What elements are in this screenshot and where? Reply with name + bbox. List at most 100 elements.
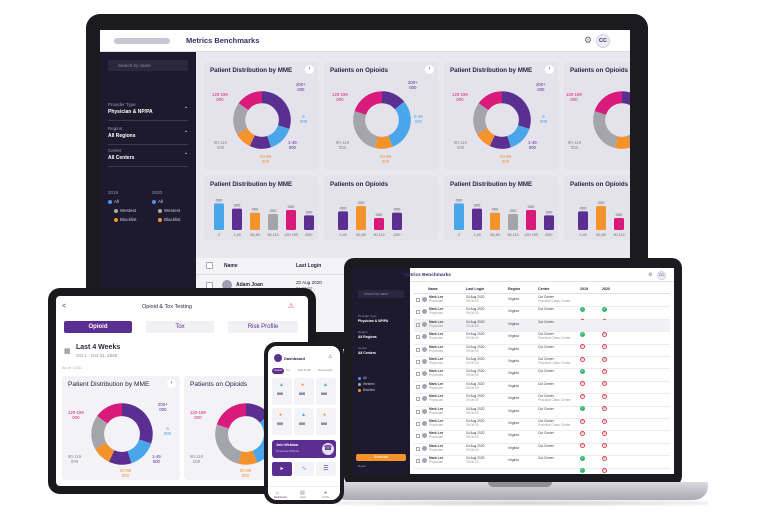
legend-item-all-2020[interactable]: All [152,199,163,204]
row-checkbox[interactable] [416,298,420,302]
alert-icon[interactable]: ⚠ [328,354,333,360]
stat-tile[interactable]: ● 000 [316,408,336,435]
stat-tile[interactable]: ▲ 000 [316,378,336,405]
search-input[interactable]: Search by name [358,290,404,298]
chevron-down-icon[interactable]: ⌄ [184,104,189,110]
alert-icon[interactable]: ⚠ [288,303,295,310]
chevron-right-icon[interactable]: › [167,379,176,388]
filter-provider-select[interactable]: Physician & NP/PA [358,319,389,323]
row-checkbox[interactable] [416,335,420,340]
column-header-name[interactable]: Name [224,263,238,269]
filter-region-select[interactable]: All Regions [358,335,377,339]
stat-tile[interactable]: ▲ 000 [294,408,314,435]
table-row[interactable]: Mark Lee Physician 04 Aug 2020 09:00:00 Virg… [414,456,670,474]
home-icon[interactable]: ⌂ [276,490,280,496]
row-checkbox[interactable] [416,459,420,464]
column-header-2020[interactable]: 2020 [602,287,610,291]
chevron-right-icon[interactable]: › [305,65,314,74]
search-input[interactable]: Search by name [108,60,188,71]
table-row[interactable]: Mark Lee Physician 04 Aug 2020 09:00:00 Virg… [414,307,670,325]
legend-item-blacklist-2020[interactable]: Blacklist [158,217,181,222]
row-checkbox[interactable] [416,372,420,377]
user-name[interactable]: Mark Lee [429,369,444,374]
filter-region-select[interactable]: All Regions [108,133,136,139]
table-row[interactable]: Mark Lee Physician 04 Aug 2020 09:00:00 Virg… [414,431,670,449]
filter-center-select[interactable]: All Centers [358,351,376,355]
chevron-down-icon[interactable]: ⌄ [184,128,189,134]
filter-provider-select[interactable]: Physician & NP/PA [108,109,153,115]
table-row[interactable]: Mark Lee Physician 04 Aug 2020 09:00:00 Virg… [414,381,670,399]
row-checkbox[interactable] [416,422,420,426]
row-checkbox[interactable] [416,434,420,439]
select-all-checkbox[interactable] [206,262,213,269]
reset-link[interactable]: Reset [358,464,366,468]
table-row[interactable]: Mark Lee Physician 04 Aug 2020 09:00:00 Virg… [414,443,670,461]
table-row[interactable]: Mark Lee Physician 04 Aug 2020 09:00:00 Virg… [414,344,670,362]
column-header-region[interactable]: Region [508,287,521,291]
user-name[interactable]: Mark Lee [429,381,444,386]
chip-benchmarks[interactable]: Benchmarks [318,369,333,372]
column-header-center[interactable]: Center [538,287,550,291]
column-header-last-login[interactable]: Last Login [296,263,322,269]
stat-tile[interactable]: ▲ 000 [272,378,292,405]
legend-item-blacklist-2019[interactable]: Blacklist [114,217,137,222]
legend-item-all-2019[interactable]: All [108,199,119,204]
user-name[interactable]: Mark Lee [429,431,444,436]
legend-item-blacklist[interactable]: Blacklist [358,388,375,392]
chevron-right-icon[interactable]: › [545,65,554,74]
chip-risk-profile[interactable]: Risk Profile [298,369,312,372]
webinar-banner[interactable]: Join Webinar Tomorrow 9:00 am ☎ [272,440,336,458]
chart-icon[interactable]: ▤ [300,490,305,496]
table-row[interactable]: Mark Lee Physician 04 Aug 2020 09:00:00 Virg… [414,419,670,436]
list-icon[interactable]: ☰ [316,462,336,476]
row-checkbox[interactable] [416,397,420,402]
row-checkbox[interactable] [416,347,420,352]
legend-item-westest[interactable]: Westest [358,382,374,386]
chevron-right-icon[interactable]: › [425,65,434,74]
user-name[interactable]: Mark Lee [429,344,444,349]
row-checkbox[interactable] [416,322,420,327]
user-name[interactable]: Mark Lee [429,394,444,399]
row-checkbox[interactable] [416,310,420,315]
user-name[interactable]: Mark Lee [429,357,444,361]
column-header-last-login[interactable]: Last Login [466,287,485,291]
row-checkbox[interactable] [416,384,420,389]
table-row[interactable]: Mark Lee Physician 04 Aug 2020 09:00:00 Virg… [414,332,670,350]
user-name[interactable]: Mark Lee [429,307,444,312]
tab-opioid[interactable]: Opioid [64,321,132,333]
tab-tox[interactable]: Tox [146,321,214,333]
legend-item-all[interactable]: All [358,376,367,380]
chip-opioid[interactable]: Opioid [272,368,284,374]
table-row[interactable]: Mark Lee Physician 04 Aug 2020 09:00:00 Virg… [414,295,670,312]
table-row[interactable]: Mark Lee Physician 04 Aug 2020 09:00:00 Virg… [414,357,670,374]
user-name[interactable]: Mark Lee [429,319,444,324]
user-name[interactable]: Mark Lee [429,443,444,448]
legend-item-westest-2019[interactable]: Westest [114,208,136,213]
row-checkbox[interactable] [416,360,420,364]
trend-icon[interactable]: ∿ [294,462,314,476]
table-row[interactable]: Mark Lee Physician 04 Aug 2020 09:00:00 Virg… [414,369,670,387]
user-name[interactable]: Mark Lee [429,419,444,423]
download-button[interactable]: Download [356,454,406,461]
legend-item-westest-2020[interactable]: Westest [158,208,180,213]
user-name[interactable]: Mark Lee [429,295,444,299]
gear-icon[interactable]: ⚙ [584,35,593,45]
table-row[interactable]: Mark Lee Physician 04 Aug 2020 09:00:00 Virg… [414,406,670,424]
column-header-name[interactable]: Name [428,287,438,291]
filter-center-select[interactable]: All Centers [108,155,135,161]
row-checkbox[interactable] [416,446,420,451]
user-name[interactable]: Mark Lee [429,456,444,461]
avatar[interactable]: CC [657,271,666,280]
nav-dashboard[interactable]: Dashboard [274,496,287,499]
user-name[interactable]: Adam Joan [236,282,263,288]
chip-tox[interactable]: Tox [286,369,291,372]
nav-stats[interactable]: Stats [300,496,306,499]
date-range-title[interactable]: Last 4 Weeks [76,344,121,351]
gear-icon[interactable]: ⚙ [648,272,653,278]
stat-tile[interactable]: ● 000 [272,408,292,435]
user-name[interactable]: Mark Lee [429,406,444,411]
tab-risk-profile[interactable]: Risk Profile [228,321,298,333]
stat-tile[interactable]: ● 000 [294,378,314,405]
back-icon[interactable]: < [62,303,67,310]
table-row[interactable]: Mark Lee Physician 04 Aug 2020 09:00:00 Virg… [414,394,670,412]
